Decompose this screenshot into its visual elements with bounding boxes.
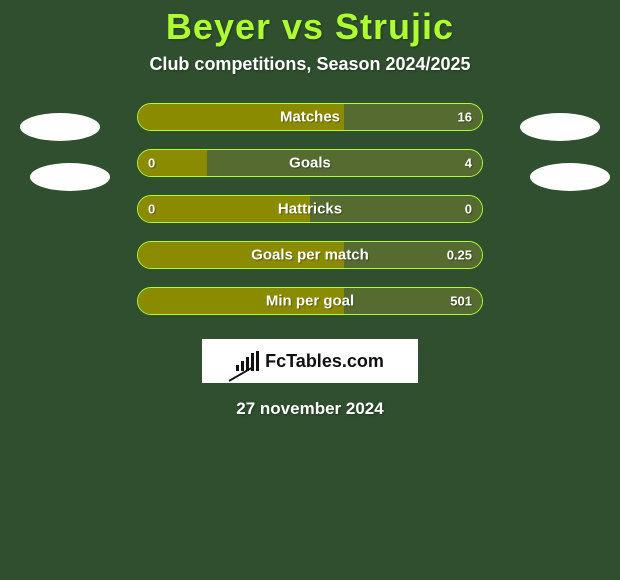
stat-label: Goals — [289, 155, 331, 172]
stat-row: Min per goal 501 — [137, 287, 483, 315]
comparison-card: Beyer vs Strujic Club competitions, Seas… — [0, 0, 620, 580]
stat-value-right: 0 — [465, 202, 472, 217]
stat-row: Hattricks 0 0 — [137, 195, 483, 223]
stat-label: Matches — [280, 109, 340, 126]
stat-fill-right — [207, 150, 482, 176]
stat-value-right: 501 — [450, 294, 472, 309]
date-label: 27 november 2024 — [0, 399, 620, 419]
stat-row: Goals 0 4 — [137, 149, 483, 177]
player-left-avatar — [10, 95, 110, 195]
avatar-head-icon — [20, 113, 100, 141]
avatar-body-icon — [30, 163, 110, 191]
stat-value-right: 16 — [458, 110, 472, 125]
brand-logo[interactable]: FcTables.com — [202, 339, 418, 383]
player-right-avatar — [510, 95, 610, 195]
stat-label: Goals per match — [251, 247, 369, 264]
stat-value-left: 0 — [148, 156, 155, 171]
stat-label: Hattricks — [278, 201, 342, 218]
stat-value-left: 0 — [148, 202, 155, 217]
page-title: Beyer vs Strujic — [0, 6, 620, 48]
stat-value-right: 4 — [465, 156, 472, 171]
stat-row: Matches 16 — [137, 103, 483, 131]
stat-row: Goals per match 0.25 — [137, 241, 483, 269]
avatar-head-icon — [520, 113, 600, 141]
stat-label: Min per goal — [266, 293, 354, 310]
stat-value-right: 0.25 — [447, 248, 472, 263]
stat-rows: Matches 16 Goals 0 4 Hattricks 0 0 Goals per mat… — [137, 103, 483, 315]
comparison-body: Matches 16 Goals 0 4 Hattricks 0 0 Goals per mat… — [0, 103, 620, 315]
bar-chart-icon — [236, 351, 259, 371]
brand-text: FcTables.com — [265, 351, 384, 372]
subtitle: Club competitions, Season 2024/2025 — [0, 54, 620, 75]
avatar-body-icon — [530, 163, 610, 191]
